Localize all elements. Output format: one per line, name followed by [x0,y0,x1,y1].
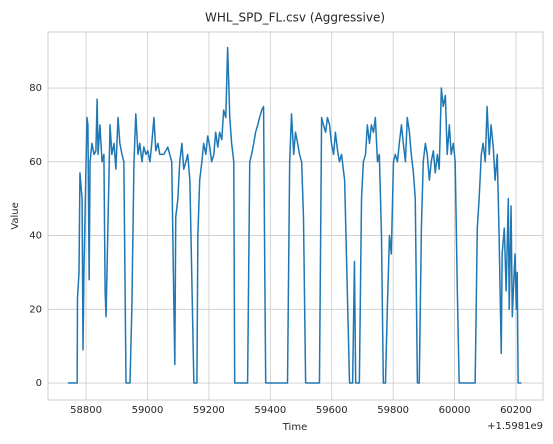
x-tick-label: 59600 [316,405,348,416]
x-tick-label: 60000 [439,405,471,416]
chart-title: WHL_SPD_FL.csv (Aggressive) [205,11,385,25]
x-tick-label: 59800 [377,405,409,416]
x-tick-label: 59200 [193,405,225,416]
y-tick-label: 20 [29,304,42,315]
plot-area [47,31,544,401]
data-line [67,46,522,384]
x-tick-label: 60200 [500,405,532,416]
x-tick-label: 59400 [254,405,286,416]
y-tick-label: 0 [36,378,42,389]
y-tick-label: 80 [29,83,42,94]
x-tick-label: 58800 [70,405,102,416]
x-axis-label: Time [282,422,307,433]
x-offset-label: +1.5981e9 [487,421,543,432]
x-tick-label: 59000 [132,405,164,416]
y-tick-label: 40 [29,231,42,242]
y-axis-label: Value [10,202,21,229]
y-tick-label: 60 [29,157,42,168]
